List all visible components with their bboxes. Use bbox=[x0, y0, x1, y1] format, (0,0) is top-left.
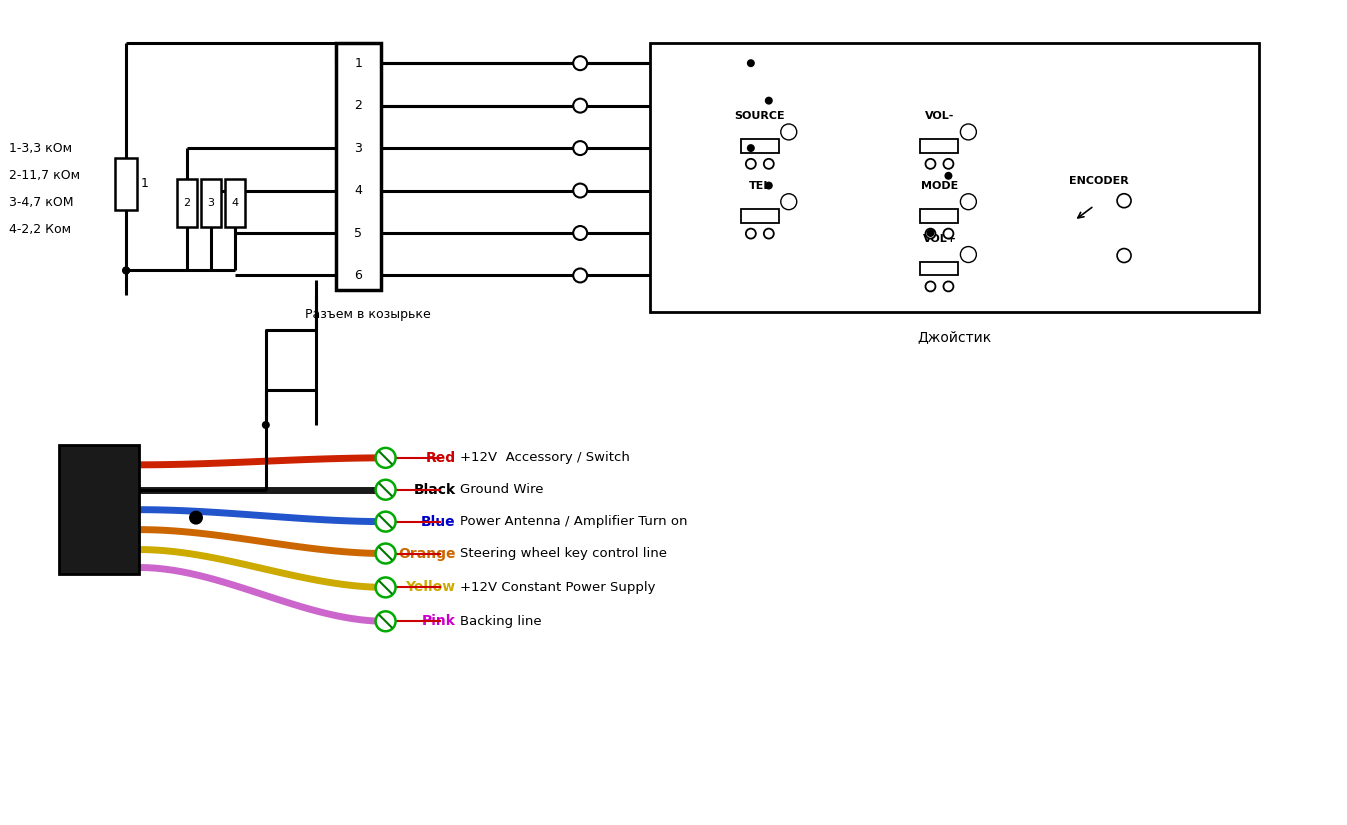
Circle shape bbox=[925, 229, 935, 238]
Text: Backing line: Backing line bbox=[461, 615, 541, 628]
Text: 1: 1 bbox=[141, 177, 150, 191]
Bar bbox=[176, 179, 197, 227]
Circle shape bbox=[781, 124, 796, 140]
Circle shape bbox=[746, 144, 754, 152]
Circle shape bbox=[943, 281, 954, 291]
Text: 6: 6 bbox=[354, 269, 362, 282]
Text: Power Antenna / Amplifier Turn on: Power Antenna / Amplifier Turn on bbox=[461, 515, 688, 528]
Text: +12V  Accessory / Switch: +12V Accessory / Switch bbox=[461, 451, 630, 464]
Text: ②: ② bbox=[964, 250, 973, 259]
Text: TEL: TEL bbox=[749, 181, 770, 191]
Bar bbox=[59, 445, 139, 574]
Circle shape bbox=[944, 172, 952, 180]
Circle shape bbox=[376, 480, 396, 500]
Circle shape bbox=[123, 266, 131, 275]
Circle shape bbox=[764, 229, 773, 238]
Circle shape bbox=[781, 194, 796, 210]
Circle shape bbox=[376, 578, 396, 597]
Circle shape bbox=[960, 124, 977, 140]
Text: MODE: MODE bbox=[921, 181, 958, 191]
Circle shape bbox=[925, 281, 935, 291]
Circle shape bbox=[189, 511, 203, 525]
Circle shape bbox=[376, 448, 396, 468]
Text: 2-11,7 кОм: 2-11,7 кОм bbox=[9, 169, 81, 182]
Text: Red: Red bbox=[426, 450, 455, 464]
Text: Джойстик: Джойстик bbox=[917, 330, 991, 344]
Circle shape bbox=[927, 229, 935, 237]
Bar bbox=[651, 43, 1259, 313]
Circle shape bbox=[960, 247, 977, 262]
Circle shape bbox=[574, 99, 587, 113]
Circle shape bbox=[574, 141, 587, 155]
Bar bbox=[741, 139, 779, 153]
Text: ②: ② bbox=[964, 197, 973, 206]
Text: ②: ② bbox=[964, 127, 973, 136]
Text: 1-3,3 кОм: 1-3,3 кОм bbox=[9, 143, 73, 155]
Circle shape bbox=[943, 229, 954, 238]
Text: Orange: Orange bbox=[397, 546, 455, 560]
Circle shape bbox=[574, 268, 587, 282]
Circle shape bbox=[574, 56, 587, 70]
Circle shape bbox=[261, 421, 269, 429]
Text: ①: ① bbox=[1121, 251, 1127, 260]
Text: 4-2,2 Ком: 4-2,2 Ком bbox=[9, 223, 71, 236]
Bar bbox=[225, 179, 245, 227]
Circle shape bbox=[925, 159, 935, 169]
Circle shape bbox=[1117, 248, 1131, 262]
Circle shape bbox=[376, 544, 396, 563]
Bar bbox=[920, 139, 959, 153]
Circle shape bbox=[574, 226, 587, 240]
Circle shape bbox=[765, 97, 773, 105]
Bar bbox=[335, 43, 381, 290]
Text: Black: Black bbox=[414, 483, 455, 497]
Text: 4: 4 bbox=[354, 184, 362, 197]
Text: ①: ① bbox=[785, 197, 792, 206]
Text: 2: 2 bbox=[354, 99, 362, 112]
Text: 5: 5 bbox=[354, 227, 362, 239]
Circle shape bbox=[960, 194, 977, 210]
Text: ENCODER: ENCODER bbox=[1070, 176, 1129, 186]
Text: 4: 4 bbox=[232, 198, 238, 208]
Text: Разъем в козырьке: Разъем в козырьке bbox=[306, 309, 431, 322]
Text: Yellow: Yellow bbox=[405, 581, 455, 594]
Bar bbox=[201, 179, 221, 227]
Circle shape bbox=[123, 266, 131, 275]
Text: 2: 2 bbox=[183, 198, 190, 208]
Bar bbox=[920, 262, 959, 276]
Circle shape bbox=[746, 59, 754, 67]
Circle shape bbox=[746, 229, 756, 238]
Text: Blue: Blue bbox=[420, 515, 455, 529]
Text: VOL-: VOL- bbox=[925, 111, 954, 121]
Circle shape bbox=[765, 182, 773, 190]
Circle shape bbox=[376, 512, 396, 531]
Text: ①: ① bbox=[785, 127, 792, 136]
Circle shape bbox=[574, 184, 587, 197]
Text: ①: ① bbox=[1121, 196, 1127, 205]
Bar bbox=[114, 158, 137, 210]
Text: Ground Wire: Ground Wire bbox=[461, 483, 544, 497]
Text: +12V Constant Power Supply: +12V Constant Power Supply bbox=[461, 581, 656, 594]
Circle shape bbox=[764, 159, 773, 169]
Bar bbox=[920, 209, 959, 223]
Circle shape bbox=[943, 159, 954, 169]
Text: SOURCE: SOURCE bbox=[734, 111, 785, 121]
Text: Steering wheel key control line: Steering wheel key control line bbox=[461, 547, 668, 560]
Circle shape bbox=[1117, 194, 1131, 208]
Text: 1: 1 bbox=[354, 57, 362, 69]
Circle shape bbox=[746, 159, 756, 169]
Text: 3: 3 bbox=[354, 142, 362, 154]
Bar bbox=[741, 209, 779, 223]
Text: 3-4,7 кОМ: 3-4,7 кОМ bbox=[9, 196, 74, 210]
Text: Pink: Pink bbox=[422, 615, 455, 629]
Text: VOL+: VOL+ bbox=[923, 233, 956, 243]
Circle shape bbox=[376, 611, 396, 631]
Text: 3: 3 bbox=[207, 198, 214, 208]
